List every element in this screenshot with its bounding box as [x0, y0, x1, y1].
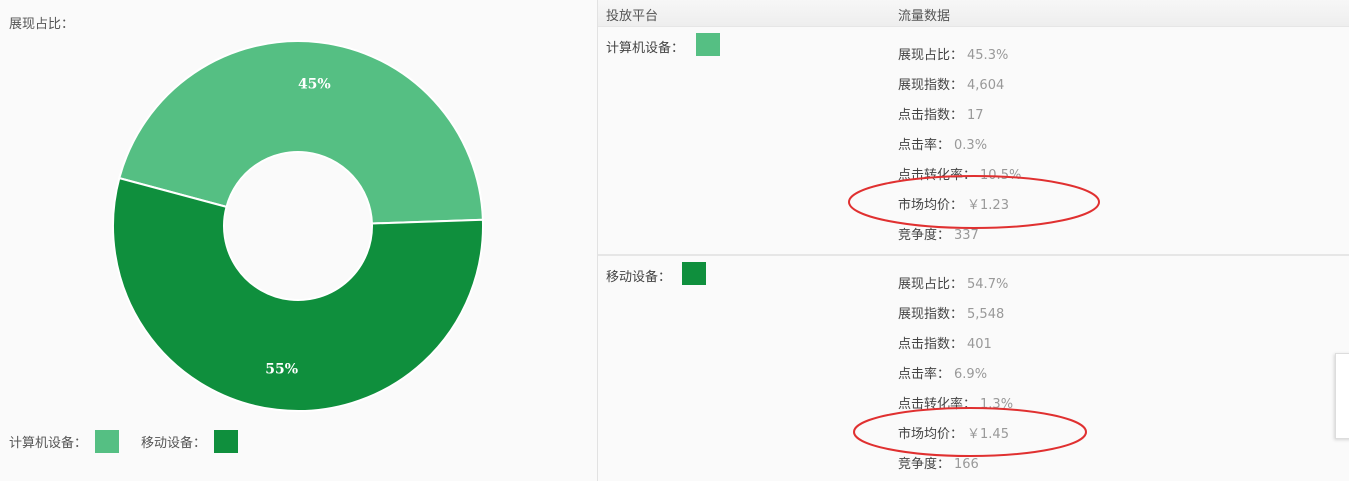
metric-label: 点击指数：	[898, 108, 964, 123]
metric-value: 17	[967, 108, 984, 123]
metric-label: 点击转化率：	[898, 397, 977, 412]
metric-row: 市场均价： ￥1.45	[898, 423, 1009, 442]
metric-label: 点击率：	[898, 138, 951, 153]
section-divider	[598, 254, 1349, 256]
header-traffic: 流量数据	[898, 9, 951, 24]
metric-row: 竞争度： 337	[898, 224, 979, 243]
metric-value: 0.3%	[954, 138, 988, 153]
platform-label: 计算机设备：	[606, 41, 685, 56]
legend-item-computer[interactable]: 计算机设备：	[9, 430, 120, 453]
chart-title: 展现占比：	[9, 17, 75, 32]
metric-value: 1.3%	[980, 397, 1014, 412]
metric-row: 点击率： 0.3%	[898, 134, 987, 153]
metric-value: ￥1.23	[967, 198, 1009, 213]
scroll-widget[interactable]	[1335, 353, 1349, 439]
donut-slice-0[interactable]	[118, 40, 484, 225]
metric-value: 337	[954, 228, 979, 243]
metric-label: 竞争度：	[898, 457, 951, 472]
metric-value: 54.7%	[967, 277, 1009, 292]
chart-panel: 展现占比： 45% 55% 计算机设备： 移动设备：	[0, 0, 598, 481]
table-header: 投放平台 流量数据	[598, 0, 1349, 27]
metric-row: 市场均价： ￥1.23	[898, 194, 1009, 213]
metric-label: 展现占比：	[898, 277, 964, 292]
platform-color-swatch	[682, 262, 706, 285]
metric-value: 166	[954, 457, 979, 472]
metric-value: 6.9%	[954, 367, 988, 382]
legend-label: 移动设备：	[141, 436, 207, 451]
metric-label: 展现指数：	[898, 78, 964, 93]
metric-row: 展现指数： 5,548	[898, 303, 1004, 322]
metric-value: 45.3%	[967, 48, 1009, 63]
metric-value: ￥1.45	[967, 427, 1009, 442]
metric-label: 市场均价：	[898, 198, 964, 213]
metric-value: 401	[967, 337, 992, 352]
legend-item-mobile[interactable]: 移动设备：	[141, 430, 239, 453]
legend-label: 计算机设备：	[9, 436, 88, 451]
donut-chart: 45% 55%	[112, 40, 484, 412]
metric-label: 竞争度：	[898, 228, 951, 243]
platform-color-swatch	[696, 33, 720, 56]
data-label: 45%	[298, 76, 331, 92]
metric-row: 展现指数： 4,604	[898, 74, 1004, 93]
legend-swatch	[214, 430, 239, 453]
platform-label: 移动设备：	[606, 270, 672, 285]
metric-label: 点击指数：	[898, 337, 964, 352]
metric-label: 展现占比：	[898, 48, 964, 63]
metric-row: 点击指数： 17	[898, 104, 984, 123]
metric-row: 竞争度： 166	[898, 453, 979, 472]
metric-label: 点击率：	[898, 367, 951, 382]
metric-label: 点击转化率：	[898, 168, 977, 183]
metric-row: 点击率： 6.9%	[898, 363, 987, 382]
legend-swatch	[95, 430, 120, 453]
header-platform: 投放平台	[606, 9, 659, 24]
metric-row: 点击转化率： 10.5%	[898, 164, 1021, 183]
donut-slice-1[interactable]	[112, 176, 484, 412]
metric-value: 4,604	[967, 78, 1005, 93]
metric-row: 点击指数： 401	[898, 333, 992, 352]
metric-row: 点击转化率： 1.3%	[898, 393, 1013, 412]
metric-label: 市场均价：	[898, 427, 964, 442]
metric-row: 展现占比： 45.3%	[898, 44, 1008, 63]
metric-value: 10.5%	[980, 168, 1022, 183]
data-label: 55%	[265, 362, 298, 378]
metric-value: 5,548	[967, 307, 1005, 322]
metric-label: 展现指数：	[898, 307, 964, 322]
metric-row: 展现占比： 54.7%	[898, 273, 1008, 292]
